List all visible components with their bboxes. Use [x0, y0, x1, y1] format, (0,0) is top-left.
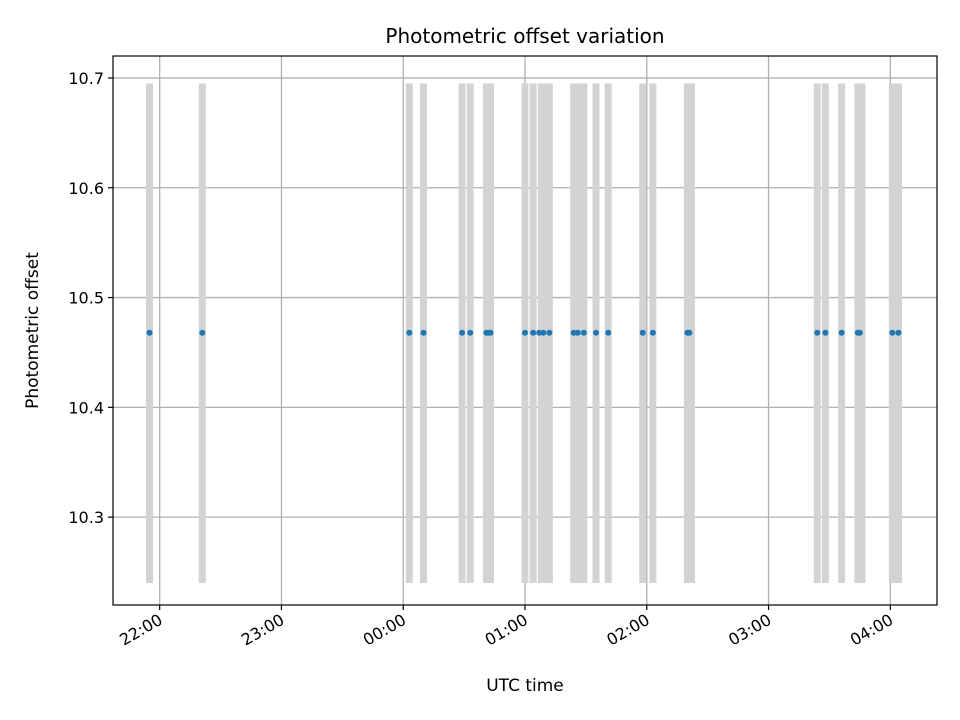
data-point	[649, 329, 656, 336]
x-tick-label: 04:00	[847, 610, 896, 650]
x-tick-label: 00:00	[360, 610, 409, 650]
axis-ticks: 22:00 23:00 00:00 01:00 02:00 03:00 04:00 10.3 1…	[68, 69, 896, 650]
x-tick-label: 02:00	[603, 610, 652, 650]
data-point	[467, 329, 474, 336]
y-tick-label: 10.3	[68, 508, 104, 527]
data-point	[814, 329, 821, 336]
x-tick-label: 01:00	[482, 610, 531, 650]
y-tick-label: 10.5	[68, 289, 104, 308]
data-points	[146, 329, 902, 336]
data-point	[889, 329, 896, 336]
x-tick-label: 23:00	[238, 610, 287, 650]
data-point	[686, 329, 693, 336]
data-point	[639, 329, 646, 336]
data-point	[838, 329, 845, 336]
data-point	[487, 329, 494, 336]
data-point	[146, 329, 153, 336]
data-point	[540, 329, 547, 336]
chart-title: Photometric offset variation	[385, 24, 664, 48]
data-point	[420, 329, 427, 336]
data-point	[546, 329, 553, 336]
y-axis-title: Photometric offset	[23, 252, 43, 409]
y-tick-label: 10.7	[68, 69, 104, 88]
data-point	[522, 329, 528, 336]
data-point	[530, 329, 537, 336]
data-point	[459, 329, 466, 336]
data-point	[895, 329, 902, 336]
y-tick-label: 10.4	[68, 398, 104, 417]
x-tick-label: 03:00	[725, 610, 774, 650]
data-point	[593, 329, 600, 336]
data-point	[406, 329, 413, 336]
data-point	[856, 329, 863, 336]
data-point	[822, 329, 829, 336]
data-point	[580, 329, 587, 336]
data-point	[574, 329, 581, 336]
y-tick-label: 10.6	[68, 179, 104, 198]
data-point	[605, 329, 612, 336]
x-tick-label: 22:00	[116, 610, 165, 650]
x-axis-title: UTC time	[486, 676, 564, 696]
data-point	[199, 329, 206, 336]
